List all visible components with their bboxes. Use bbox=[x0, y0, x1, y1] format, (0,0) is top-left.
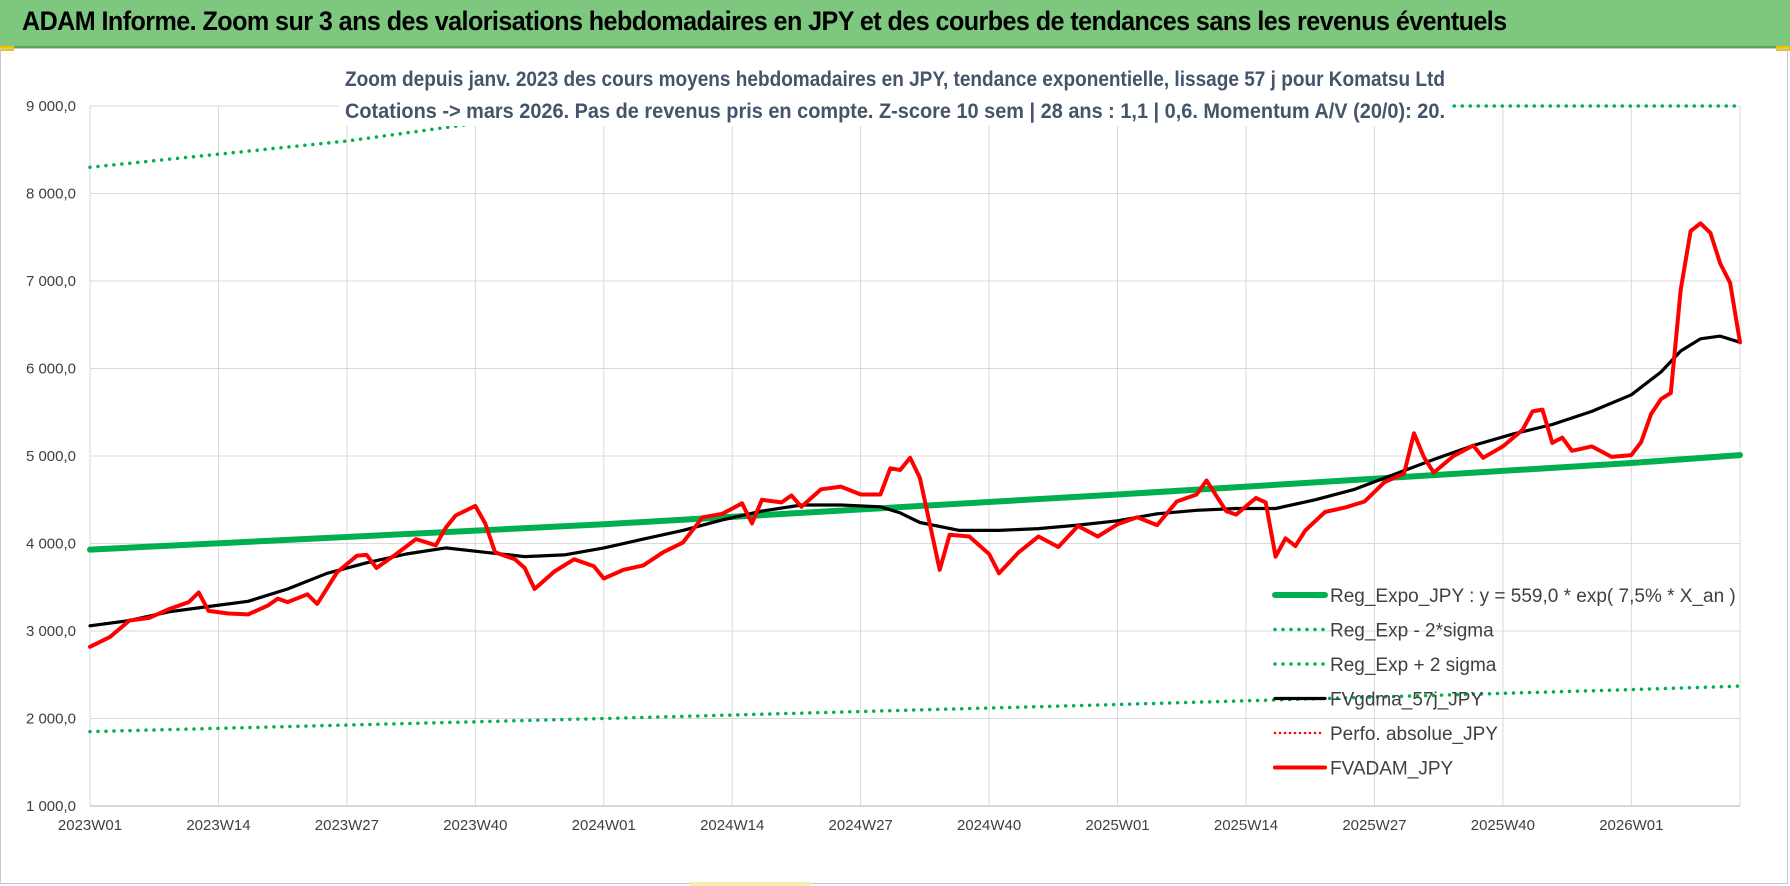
legend-label: Reg_Exp + 2 sigma bbox=[1330, 655, 1497, 676]
chart-subtitle-line: Cotations -> mars 2026. Pas de revenus p… bbox=[345, 100, 1445, 123]
bottom-scroll-mark bbox=[690, 882, 810, 886]
chart-subtitle-line: Zoom depuis janv. 2023 des cours moyens … bbox=[345, 68, 1445, 91]
y-axis: 1 000,0 2 000,0 3 000,0 4 000,0 5 000,0 6 000… bbox=[26, 98, 76, 815]
page-title: ADAM Informe. Zoom sur 3 ans des valoris… bbox=[22, 6, 1507, 36]
subtitle-bg bbox=[339, 64, 1451, 94]
x-tick-label: 2026W01 bbox=[1599, 817, 1663, 834]
legend-label: FVADAM_JPY bbox=[1330, 759, 1454, 780]
subtitle-bg bbox=[339, 96, 1451, 126]
chart-frame bbox=[0, 48, 1788, 884]
legend: Reg_Expo_JPY : y = 559,0 * exp( 7,5% * X… bbox=[1272, 586, 1736, 780]
x-axis: 2023W01 2023W14 2023W27 2023W40 2024W01 2024W… bbox=[58, 817, 1664, 834]
y-tick-label: 7 000,0 bbox=[26, 273, 76, 290]
series-line-1 bbox=[88, 684, 1742, 734]
x-tick-label: 2025W27 bbox=[1342, 817, 1406, 834]
series-line-3 bbox=[88, 334, 1742, 628]
x-tick-label: 2023W14 bbox=[186, 817, 250, 834]
x-tick-label: 2023W40 bbox=[443, 817, 507, 834]
x-tick-label: 2025W14 bbox=[1214, 817, 1278, 834]
y-tick-label: 4 000,0 bbox=[26, 536, 76, 553]
series-line-0 bbox=[87, 452, 1743, 553]
y-tick-label: 2 000,0 bbox=[26, 711, 76, 728]
x-tick-label: 2024W01 bbox=[572, 817, 636, 834]
x-tick-label: 2025W40 bbox=[1471, 817, 1535, 834]
x-tick-label: 2024W27 bbox=[829, 817, 893, 834]
y-tick-label: 6 000,0 bbox=[26, 361, 76, 378]
y-tick-label: 8 000,0 bbox=[26, 186, 76, 203]
x-tick-label: 2025W01 bbox=[1085, 817, 1149, 834]
x-tick-label: 2024W14 bbox=[700, 817, 764, 834]
legend-label: Reg_Expo_JPY : y = 559,0 * exp( 7,5% * X… bbox=[1330, 586, 1736, 607]
series-line-2 bbox=[88, 104, 1742, 170]
x-tick-label: 2024W40 bbox=[957, 817, 1021, 834]
chart-subtitle: Zoom depuis janv. 2023 des cours moyens … bbox=[339, 64, 1451, 126]
y-tick-label: 5 000,0 bbox=[26, 448, 76, 465]
title-banner: ADAM Informe. Zoom sur 3 ans des valoris… bbox=[0, 0, 1790, 48]
x-tick-label: 2023W01 bbox=[58, 817, 122, 834]
series-layer bbox=[87, 104, 1743, 734]
grid bbox=[89, 105, 1741, 807]
y-tick-label: 3 000,0 bbox=[26, 623, 76, 640]
legend-label: FVgdma_57j_JPY bbox=[1330, 690, 1483, 711]
x-tick-label: 2023W27 bbox=[315, 817, 379, 834]
y-tick-label: 9 000,0 bbox=[26, 98, 76, 115]
legend-label: Reg_Exp - 2*sigma bbox=[1330, 621, 1494, 642]
y-tick-label: 1 000,0 bbox=[26, 798, 76, 815]
legend-label: Perfo. absolue_JPY bbox=[1330, 724, 1498, 745]
series-line-5 bbox=[88, 221, 1742, 649]
